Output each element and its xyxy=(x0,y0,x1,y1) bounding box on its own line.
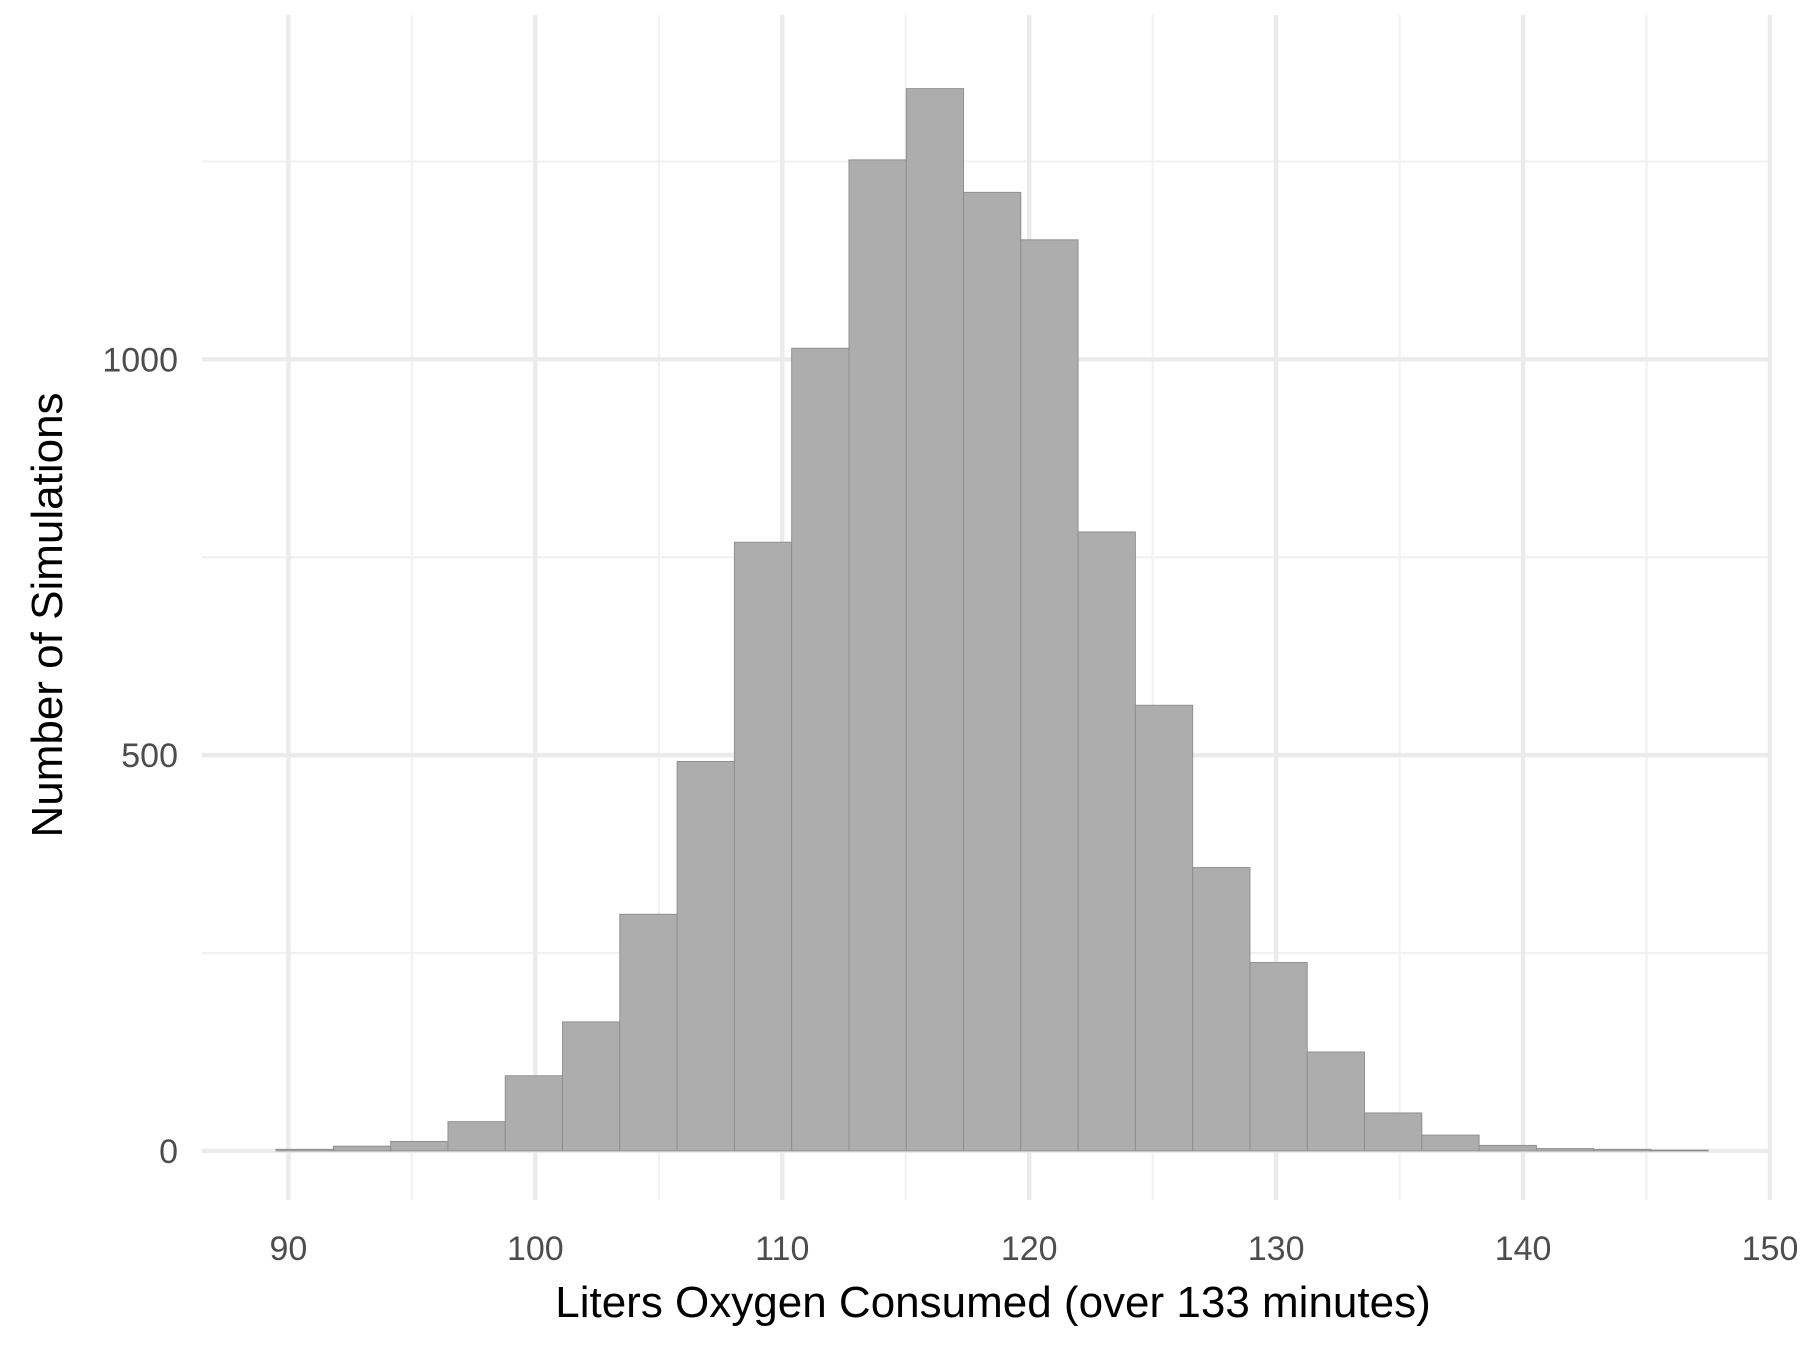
x-tick-label: 140 xyxy=(1495,1230,1552,1268)
y-axis-tick-labels: 0 500 1000 xyxy=(102,341,178,1171)
histogram-bar xyxy=(562,1021,621,1152)
y-tick-label: 500 xyxy=(121,737,178,775)
histogram-bar xyxy=(390,1140,449,1152)
y-tick-label: 1000 xyxy=(102,341,178,379)
histogram-bar xyxy=(504,1075,563,1152)
histogram-bar xyxy=(1306,1051,1365,1152)
histogram-bar xyxy=(676,761,735,1152)
histogram-bar xyxy=(1134,704,1194,1152)
x-tick-label: 150 xyxy=(1742,1230,1799,1268)
x-tick-label: 130 xyxy=(1248,1230,1305,1268)
histogram-bar xyxy=(619,913,678,1152)
histogram-bar xyxy=(1650,1149,1709,1152)
histogram-bar xyxy=(1478,1144,1537,1152)
histogram-bar xyxy=(733,541,793,1152)
histogram-bar xyxy=(1364,1112,1423,1152)
histogram-bar xyxy=(1535,1148,1595,1152)
histogram-bar xyxy=(275,1148,334,1152)
x-axis-tick-labels: 90 100 110 120 130 140 150 xyxy=(270,1230,1799,1268)
histogram-bar xyxy=(791,347,850,1152)
y-axis-title: Number of Simulations xyxy=(23,392,72,837)
histogram-bar xyxy=(1192,867,1251,1152)
x-tick-label: 100 xyxy=(507,1230,564,1268)
histogram-bar xyxy=(332,1145,392,1152)
y-tick-label: 0 xyxy=(159,1133,178,1171)
histogram-bar xyxy=(905,88,964,1152)
histogram-bar xyxy=(1249,962,1308,1152)
histogram-bar xyxy=(447,1121,506,1152)
x-tick-label: 90 xyxy=(270,1230,308,1268)
x-axis-title: Liters Oxygen Consumed (over 133 minutes… xyxy=(555,1278,1431,1327)
histogram-bar xyxy=(1421,1134,1480,1152)
histogram-bar xyxy=(848,159,907,1152)
histogram-bar xyxy=(963,191,1022,1152)
histogram-bar xyxy=(1020,239,1079,1152)
histogram-bars xyxy=(275,88,1709,1152)
x-tick-label: 110 xyxy=(755,1230,809,1268)
x-tick-label: 120 xyxy=(1001,1230,1058,1268)
histogram-bar xyxy=(1593,1148,1652,1152)
histogram-bar xyxy=(1077,531,1136,1152)
